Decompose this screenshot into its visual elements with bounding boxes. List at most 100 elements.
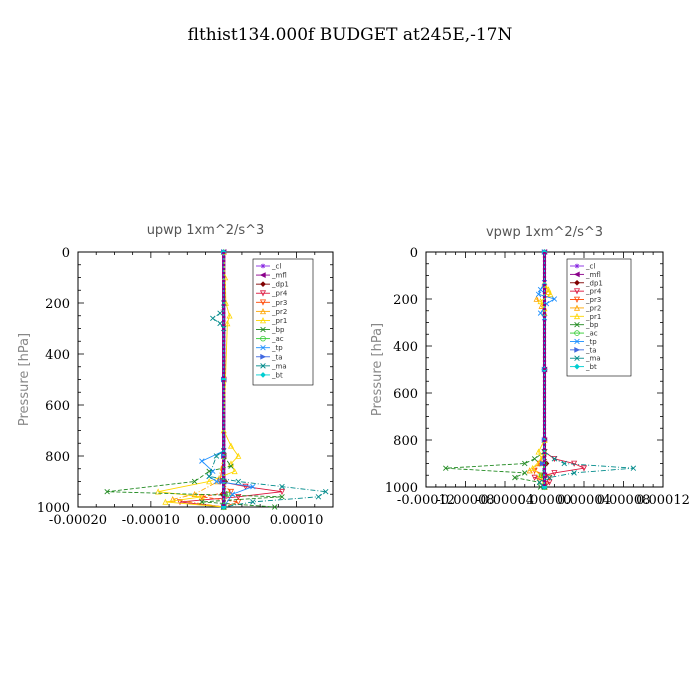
legend-label: _mfl xyxy=(585,271,601,279)
legend-entry: _cl xyxy=(570,263,595,271)
data-point xyxy=(224,491,231,498)
data-point xyxy=(235,493,242,501)
legend-marker xyxy=(259,272,266,278)
data-point xyxy=(537,310,544,316)
legend-marker xyxy=(260,263,266,269)
data-point xyxy=(217,310,223,316)
legend-entry: _pr3 xyxy=(570,296,601,304)
data-point xyxy=(271,504,278,510)
legend-entry: _pr4 xyxy=(570,288,602,296)
legend-label: _bp xyxy=(585,321,599,329)
data-point xyxy=(242,483,249,490)
x-tick-label: 0.00004 xyxy=(557,493,611,508)
y-tick-label: 0 xyxy=(410,246,418,261)
legend-label: _pr1 xyxy=(585,313,601,321)
data-point xyxy=(529,464,536,472)
data-point xyxy=(210,315,216,322)
x-tick-label: 0.00010 xyxy=(270,513,324,528)
legend-marker xyxy=(260,335,266,342)
legend-entry: _cl xyxy=(256,263,281,271)
data-point xyxy=(155,488,162,495)
data-point xyxy=(227,488,235,495)
data-point xyxy=(250,499,256,505)
legend-label: _bt xyxy=(271,371,283,379)
legend-marker xyxy=(574,363,580,370)
legend-marker xyxy=(260,353,267,360)
legend-entry: _ac xyxy=(570,330,598,338)
data-point xyxy=(630,465,637,471)
x-tick-label: -0.00008 xyxy=(436,493,494,508)
data-point xyxy=(522,460,528,467)
data-point xyxy=(533,295,540,302)
legend-label: _cl xyxy=(271,263,281,271)
series-pr2 xyxy=(526,281,552,490)
data-point xyxy=(571,470,577,476)
series-line xyxy=(541,463,545,488)
data-point xyxy=(551,470,558,477)
x-tick-label: 0.00000 xyxy=(518,493,572,508)
data-point xyxy=(551,455,558,463)
data-point xyxy=(235,478,242,485)
x-tick-label: 0.00000 xyxy=(197,513,251,528)
data-point xyxy=(535,291,542,298)
legend-entry: _tp xyxy=(256,344,283,352)
data-point xyxy=(551,456,558,462)
data-point xyxy=(228,463,234,469)
data-point xyxy=(199,458,205,464)
data-point xyxy=(535,448,542,455)
legend-marker xyxy=(574,263,580,269)
legend-marker xyxy=(574,338,580,345)
legend-entry: _pr1 xyxy=(570,313,601,321)
y-axis-label: Pressure [hPa] xyxy=(17,333,32,426)
legend-marker xyxy=(259,317,267,324)
series-line xyxy=(107,455,283,508)
series-tp xyxy=(199,448,256,510)
data-point xyxy=(522,470,528,476)
legend-entry: _dp1 xyxy=(570,279,603,287)
legend-marker xyxy=(573,288,581,295)
data-point xyxy=(199,499,205,505)
data-point xyxy=(227,442,235,449)
legend-entry: _bt xyxy=(256,371,283,379)
legend-marker xyxy=(259,290,267,297)
panel-title: upwp 1xm^2/s^3 xyxy=(147,223,265,238)
data-point xyxy=(537,286,544,293)
legend-entry: _ma xyxy=(256,362,287,370)
legend: _cl_mfl_dp1_pr4_pr3_pr2_pr1_bp_ac_tp_ta_… xyxy=(252,258,314,386)
legend-label: _pr2 xyxy=(585,304,601,312)
y-tick-label: 800 xyxy=(45,450,70,465)
y-tick-label: 0 xyxy=(62,246,70,261)
data-point xyxy=(315,494,322,500)
data-point xyxy=(235,499,242,506)
legend-entry: _pr4 xyxy=(256,290,288,298)
data-point xyxy=(224,320,231,327)
legend-marker xyxy=(259,308,267,315)
legend-marker xyxy=(574,279,580,286)
legend-entry: _ma xyxy=(570,355,601,363)
data-point xyxy=(547,291,554,298)
data-point xyxy=(213,453,220,459)
data-point xyxy=(217,320,223,327)
data-point xyxy=(231,468,238,475)
data-point xyxy=(220,504,227,510)
data-point xyxy=(571,460,578,467)
data-point xyxy=(545,286,552,293)
legend-entry: _pr2 xyxy=(256,308,287,316)
legend-marker xyxy=(260,363,266,369)
x-tick-label: -0.00020 xyxy=(49,513,107,528)
legend-label: _ta xyxy=(271,353,283,361)
data-point xyxy=(551,296,558,302)
data-point xyxy=(546,474,553,481)
legend-entry: _mfl xyxy=(256,272,287,280)
data-point xyxy=(213,478,220,485)
legend-label: _tp xyxy=(585,338,597,346)
x-tick-label: 0.00008 xyxy=(597,493,651,508)
x-tick-label: 0.00012 xyxy=(636,493,690,508)
legend-entry: _ta xyxy=(256,353,283,361)
data-point xyxy=(104,488,110,495)
data-point xyxy=(162,498,169,505)
legend-entry: _pr3 xyxy=(256,299,287,307)
data-point xyxy=(512,474,518,481)
legend-marker xyxy=(260,344,266,351)
